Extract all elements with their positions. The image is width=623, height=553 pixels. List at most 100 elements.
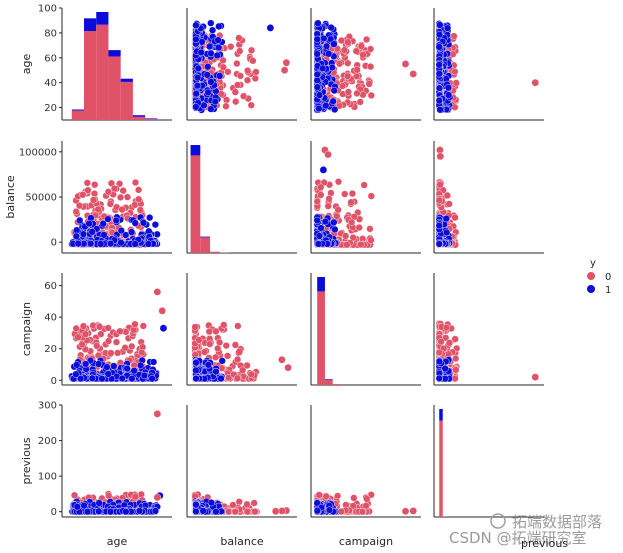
scatter-point [204, 63, 212, 71]
scatter-point [244, 67, 252, 75]
scatter-point [207, 19, 215, 27]
scatter-point [128, 228, 136, 236]
scatter-point [100, 231, 108, 239]
hist-bar-1 [145, 118, 158, 120]
scatter-point [203, 71, 211, 79]
scatter-point [436, 21, 444, 29]
scatter-point [232, 98, 240, 106]
scatter-point [216, 72, 224, 80]
scatter-point [97, 240, 105, 248]
scatter-point [215, 22, 223, 31]
scatter-point [153, 288, 162, 296]
hist-bar-0 [332, 384, 341, 385]
scatter-point [353, 66, 361, 74]
panel-balance-vs-balance [186, 141, 297, 254]
scatter-point [158, 307, 167, 315]
scatter-point [341, 190, 349, 198]
scatter-point [247, 46, 256, 54]
hist-bar-0 [145, 119, 158, 120]
panel-balance-vs-campaign [310, 141, 421, 254]
panel-previous-vs-age [61, 405, 172, 518]
scatter-point [204, 361, 212, 369]
scatter-point [135, 507, 144, 515]
scatter-point [442, 324, 451, 332]
scatter-point [159, 324, 168, 333]
scatter-point [81, 330, 90, 338]
scatter-point [325, 195, 333, 203]
hist-bar-0 [190, 155, 201, 253]
scatter-point [80, 502, 88, 510]
scatter-point [70, 491, 79, 499]
scatter-point [347, 218, 356, 226]
scatter-point [409, 70, 418, 78]
scatter-point [107, 240, 115, 248]
scatter-point [112, 216, 120, 225]
scatter-point [331, 225, 339, 234]
scatter-point [366, 45, 375, 53]
scatter-point [330, 86, 338, 95]
hist-bar-0 [120, 81, 133, 120]
scatter-point [227, 43, 235, 51]
scatter-point [135, 195, 143, 203]
scatter-point [140, 371, 148, 380]
scatter-point [362, 35, 371, 44]
scatter-point [85, 220, 93, 228]
scatter-point [435, 374, 443, 382]
scatter-point [401, 60, 410, 68]
scatter-point [442, 214, 450, 223]
hist-bar-0 [96, 24, 109, 120]
scatter-point [435, 31, 444, 39]
hist-bar-1 [108, 50, 121, 57]
scatter-point [75, 202, 84, 210]
scatter-point [93, 342, 101, 350]
scatter-point [136, 206, 144, 214]
scatter-point [206, 340, 214, 348]
scatter-point [435, 43, 443, 51]
scatter-point [146, 214, 154, 222]
scatter-point [319, 64, 327, 72]
panel-balance-vs-previous [433, 141, 544, 254]
scatter-point [148, 375, 156, 383]
scatter-point [235, 34, 243, 42]
scatter-point [367, 91, 375, 100]
scatter-point [250, 499, 258, 507]
scatter-point [235, 348, 244, 356]
scatter-point [104, 324, 112, 332]
scatter-point [342, 232, 350, 240]
scatter-point [443, 191, 451, 200]
scatter-point [322, 42, 331, 50]
scatter-point [123, 364, 131, 373]
scatter-point [313, 83, 321, 91]
scatter-point [435, 70, 443, 78]
scatter-point [330, 218, 338, 226]
scatter-point [137, 361, 145, 369]
scatter-point [116, 193, 125, 201]
scatter-point [359, 51, 367, 59]
scatter-point [98, 375, 106, 383]
scatter-point [197, 48, 205, 57]
scatter-point [89, 321, 97, 330]
scatter-point [531, 373, 540, 381]
scatter-point [359, 91, 367, 99]
hist-bar-0 [84, 31, 97, 120]
scatter-point [340, 46, 349, 54]
panel-campaign-vs-campaign [310, 273, 421, 386]
scatter-point [531, 78, 540, 87]
scatter-point [192, 374, 200, 383]
scatter-point [207, 78, 215, 86]
scatter-point [329, 97, 337, 105]
scatter-point [83, 179, 91, 187]
scatter-point [231, 88, 239, 96]
scatter-point [435, 97, 443, 105]
scatter-point [119, 187, 127, 195]
scatter-point [344, 72, 352, 80]
scatter-point [110, 184, 119, 193]
scatter-point [91, 181, 99, 189]
scatter-point [198, 38, 206, 46]
scatter-point [118, 205, 126, 214]
scatter-point [247, 370, 255, 378]
hist-bar-1 [71, 109, 84, 111]
scatter-point [315, 232, 324, 240]
scatter-point [325, 50, 333, 58]
scatter-point [367, 236, 375, 244]
